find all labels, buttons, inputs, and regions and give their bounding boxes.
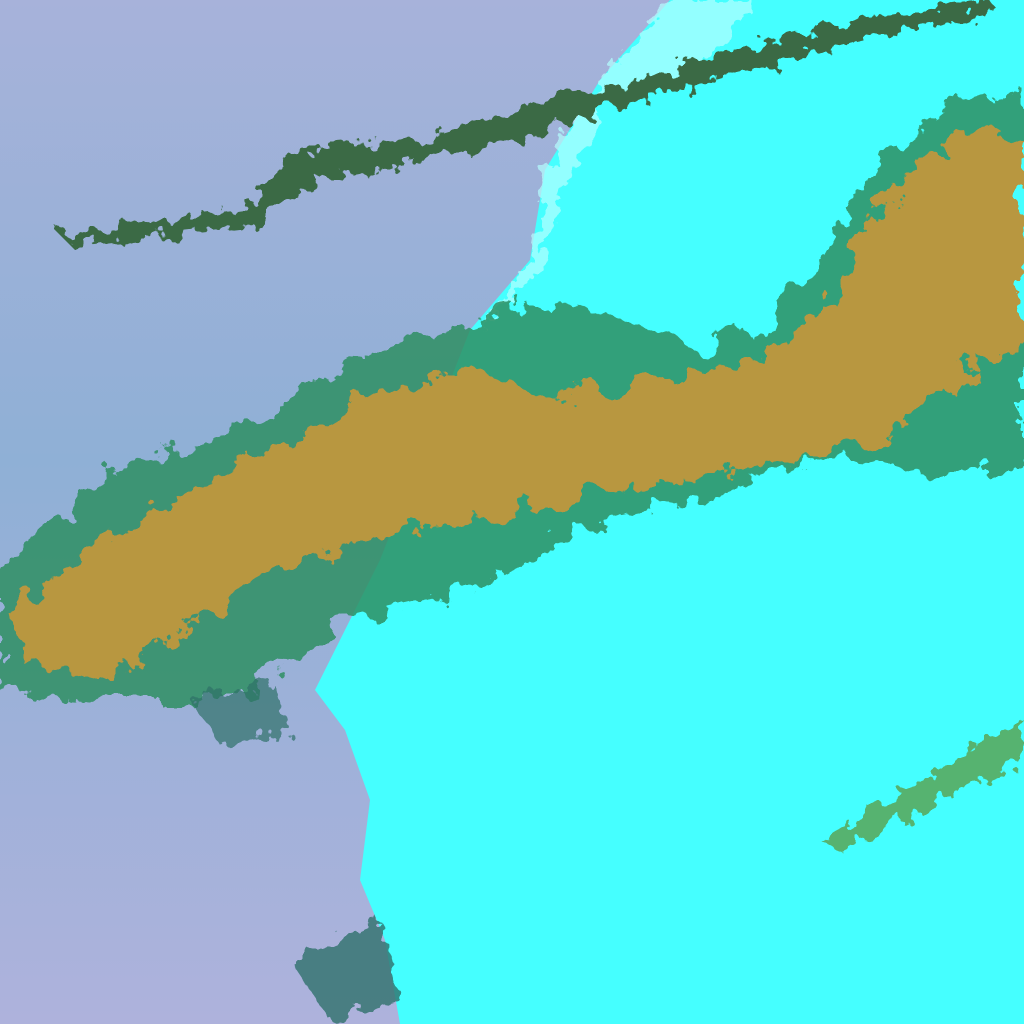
southern-cloud-streak bbox=[190, 680, 1024, 1020]
northern-cloud-streak bbox=[60, 0, 1000, 245]
land-coastal-haze bbox=[480, 0, 760, 330]
cloud-band bbox=[0, 90, 1024, 700]
